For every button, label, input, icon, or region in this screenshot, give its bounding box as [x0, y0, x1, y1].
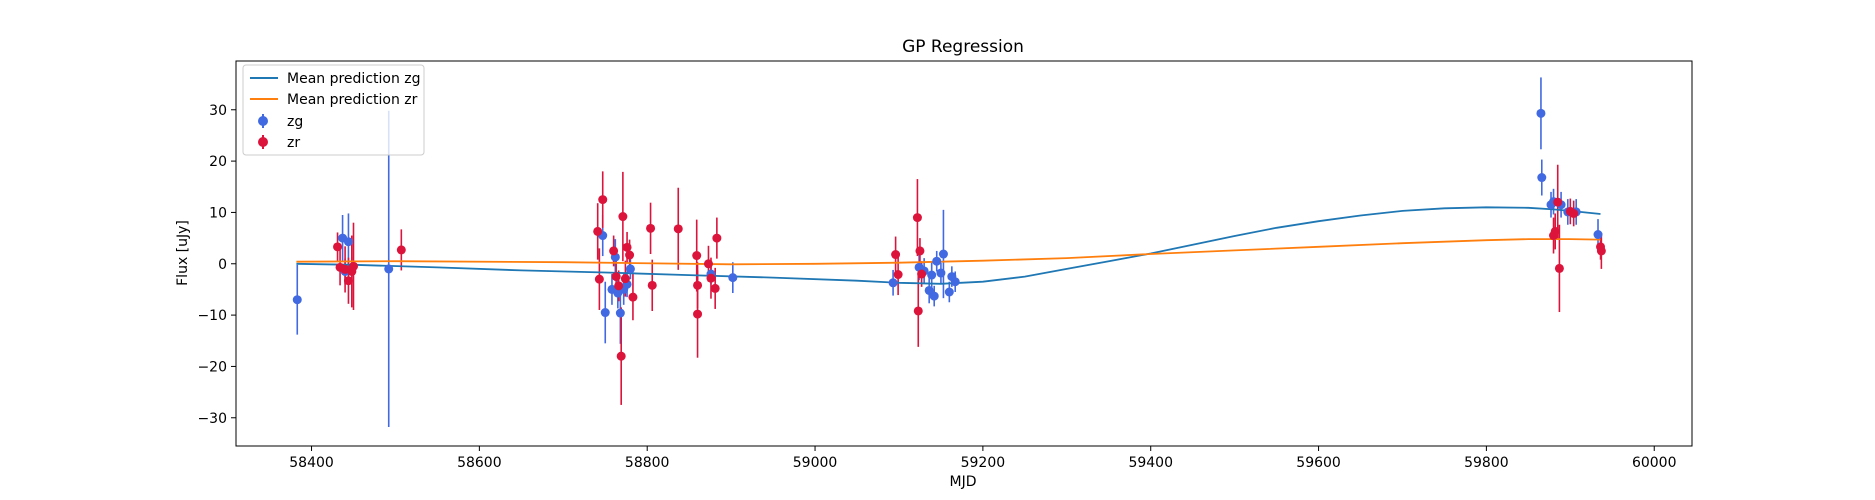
data-point-zr	[343, 276, 353, 286]
data-point-zr	[891, 250, 901, 260]
legend-swatch-zr-marker	[258, 137, 268, 147]
data-point-zr	[625, 250, 635, 260]
data-point-zr	[913, 306, 923, 316]
y-tick-label: −20	[197, 359, 227, 375]
x-tick-label: 58400	[289, 455, 334, 471]
chart-title: GP Regression	[902, 37, 1024, 57]
data-point-zr	[693, 280, 703, 290]
plot-area: 58400 58600 58800 59000 59200 59400 59600 59800…	[197, 60, 1693, 471]
y-tick-label: −30	[197, 411, 227, 427]
data-point-zg	[615, 308, 625, 318]
data-point-zr	[1554, 263, 1564, 273]
data-point-zg	[936, 268, 946, 278]
x-tick-label: 59600	[1296, 455, 1341, 471]
data-point-zr	[1553, 197, 1563, 207]
data-point-zg	[1593, 230, 1603, 240]
data-point-zr	[614, 281, 624, 291]
y-axis-label: Flux [uJy]	[175, 220, 191, 286]
y-tick-label: −10	[197, 308, 227, 324]
data-point-zr	[673, 224, 683, 234]
x-tick-label: 58800	[625, 455, 670, 471]
data-point-zr	[646, 223, 656, 233]
data-point-zr	[712, 233, 722, 243]
data-point-zr	[693, 309, 703, 319]
data-point-zr	[618, 212, 628, 222]
x-tick-label: 59200	[961, 455, 1006, 471]
data-point-zr	[622, 242, 632, 252]
legend-frame	[242, 64, 425, 156]
data-point-zg	[932, 256, 942, 266]
data-point-zr	[593, 226, 603, 236]
legend: Mean prediction zg Mean prediction zr zg…	[242, 64, 425, 156]
data-point-zg	[625, 264, 635, 274]
data-point-zr	[917, 269, 927, 279]
data-point-zr	[703, 259, 713, 269]
data-point-zr	[348, 261, 358, 271]
y-tick-label: 10	[209, 205, 227, 221]
data-point-zg	[944, 287, 954, 297]
data-point-zr	[616, 351, 626, 361]
legend-label-zr-line: Mean prediction zr	[287, 92, 418, 108]
data-point-zg	[600, 308, 610, 318]
data-point-zg	[888, 278, 898, 288]
y-tick-label: 0	[218, 257, 227, 273]
legend-swatch-zg-marker	[258, 116, 268, 126]
data-point-zg	[343, 237, 353, 247]
data-point-zg	[1537, 173, 1547, 183]
data-point-zr	[706, 273, 716, 283]
y-tick-label: 30	[209, 103, 227, 119]
data-point-zg	[292, 295, 302, 305]
data-point-zg	[950, 277, 960, 287]
data-point-zr	[1550, 226, 1560, 236]
x-tick-label: 59000	[793, 455, 838, 471]
data-point-zr	[594, 274, 604, 284]
data-point-zr	[598, 195, 608, 205]
data-point-zr	[333, 242, 343, 252]
y-tick-label: 20	[209, 154, 227, 170]
x-tick-label: 58600	[457, 455, 502, 471]
series-line-zg	[296, 206, 1601, 285]
data-point-zr	[628, 292, 638, 302]
axes-frame	[235, 60, 1693, 447]
data-point-zg	[728, 273, 738, 283]
data-point-zr	[915, 246, 925, 256]
x-tick-label: 59800	[1464, 455, 1509, 471]
data-point-zr	[620, 274, 630, 284]
data-point-zg	[384, 264, 394, 274]
data-point-zr	[611, 272, 621, 282]
data-point-zr	[710, 283, 720, 293]
series-line-zr	[296, 238, 1601, 266]
data-point-zg	[938, 249, 948, 259]
x-tick-label: 60000	[1632, 455, 1677, 471]
data-point-zr	[396, 245, 406, 255]
x-tick-label: 59400	[1128, 455, 1173, 471]
legend-label-zg-points: zg	[287, 114, 303, 130]
data-point-zr	[1596, 246, 1606, 256]
data-point-zr	[912, 213, 922, 223]
data-point-zg	[1536, 108, 1546, 118]
legend-label-zg-line: Mean prediction zg	[287, 71, 421, 87]
data-point-zg	[929, 291, 939, 301]
legend-label-zr-points: zr	[287, 135, 300, 151]
data-point-zr	[609, 246, 619, 256]
data-point-zr	[692, 251, 702, 261]
data-point-zr	[893, 270, 903, 280]
data-point-zg	[927, 270, 937, 280]
x-axis-label: MJD	[950, 474, 977, 490]
data-point-zr	[647, 280, 657, 290]
data-point-zr	[1569, 208, 1579, 218]
